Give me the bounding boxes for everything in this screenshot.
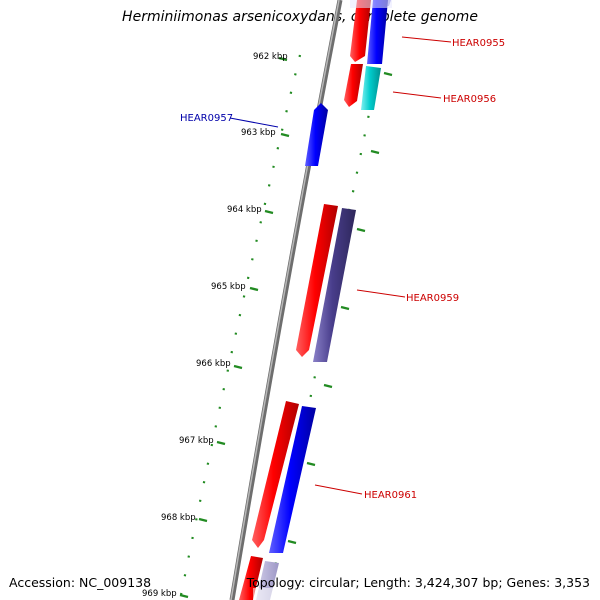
gene-label-hear0957[interactable]: HEAR0957 xyxy=(180,113,233,124)
inner-tick-7 xyxy=(287,539,297,545)
major-tick-964 xyxy=(264,209,274,215)
gene-bottom-glare xyxy=(253,588,283,600)
gene-hear0955-fwd xyxy=(350,0,371,62)
tick-label-962: 962 kbp xyxy=(253,52,288,62)
gene-label-hear0955[interactable]: HEAR0955 xyxy=(452,38,505,49)
gene-hear0959-rev xyxy=(313,208,356,362)
gene-hear0956-fwd xyxy=(344,64,363,107)
gene-hear0957 xyxy=(305,103,328,166)
tick-label-965: 965 kbp xyxy=(211,282,246,292)
callout-hear0956 xyxy=(392,91,442,99)
tick-label-968: 968 kbp xyxy=(161,513,196,523)
major-tick-963 xyxy=(280,132,290,138)
callout-hear0959 xyxy=(356,289,406,298)
major-tick-966 xyxy=(233,364,243,370)
genome-summary-text: Topology: circular; Length: 3,424,307 bp… xyxy=(246,575,590,590)
tick-label-963: 963 kbp xyxy=(241,128,276,138)
callout-hear0961 xyxy=(314,484,363,495)
inner-ruler xyxy=(266,59,382,600)
tick-label-969: 969 kbp xyxy=(142,589,177,599)
callout-hear0955 xyxy=(401,36,452,43)
gene-hear0959-fwd xyxy=(296,204,338,357)
inner-tick-5 xyxy=(323,383,333,389)
gene-bottom-fwd xyxy=(239,556,263,600)
outer-ruler xyxy=(178,54,302,600)
gene-hear0956-rev xyxy=(361,66,381,110)
major-tick-962 xyxy=(278,56,288,62)
major-tick-968 xyxy=(198,517,208,523)
gene-hear0955-rev xyxy=(367,0,388,64)
genome-backbone xyxy=(229,0,343,600)
inner-tick-3 xyxy=(356,227,366,233)
major-tick-969 xyxy=(179,593,189,599)
inner-tick-1 xyxy=(383,71,393,77)
tick-label-964: 964 kbp xyxy=(227,205,262,215)
inner-tick-6 xyxy=(306,461,316,467)
map-title: Herminiimonas arsenicoxydans, complete g… xyxy=(122,9,478,25)
gene-label-hear0959[interactable]: HEAR0959 xyxy=(406,293,459,304)
major-tick-967 xyxy=(216,440,226,446)
major-tick-965 xyxy=(249,286,259,292)
gene-hear0961-rev xyxy=(269,406,316,553)
tick-label-966: 966 kbp xyxy=(196,359,231,369)
inner-tick-4 xyxy=(340,305,350,311)
gene-label-hear0961[interactable]: HEAR0961 xyxy=(364,490,417,501)
gene-hear0961-fwd xyxy=(252,401,299,548)
callout-hear0957 xyxy=(229,117,279,128)
gene-label-hear0956[interactable]: HEAR0956 xyxy=(443,94,496,105)
gene-top-glare xyxy=(350,0,392,8)
accession-text: Accession: NC_009138 xyxy=(9,575,152,590)
inner-tick-2 xyxy=(370,149,380,155)
genome-backbone-highlight xyxy=(230,0,340,600)
tick-label-967: 967 kbp xyxy=(179,436,214,446)
